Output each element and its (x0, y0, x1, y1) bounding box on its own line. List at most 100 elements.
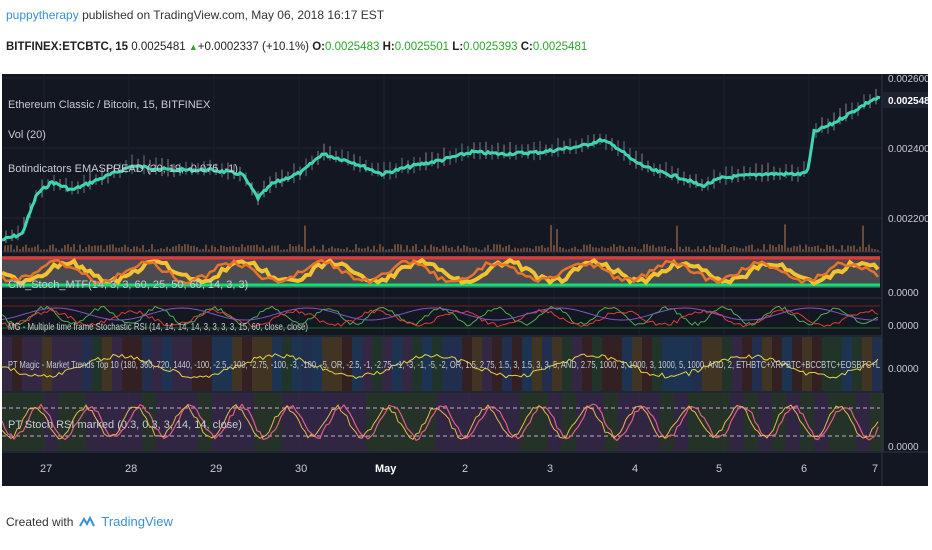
volume-bar (763, 244, 765, 252)
pt-stoch-band (828, 393, 842, 451)
volume-bar (730, 247, 732, 252)
volume-bar (22, 246, 24, 252)
volume-bar (391, 248, 393, 252)
volume-bar (28, 247, 30, 252)
volume-bar (64, 245, 66, 252)
volume-bar (490, 249, 492, 252)
pt-magic-band (552, 337, 562, 391)
volume-bar (427, 249, 429, 252)
volume-bar (67, 244, 69, 252)
pt-magic-band (192, 337, 202, 391)
pt-stoch-band (716, 393, 730, 451)
pt-stoch-band (240, 393, 254, 451)
open-label: O: (312, 41, 325, 53)
pt-stoch-band (688, 393, 702, 451)
pt-magic-band (382, 337, 392, 391)
volume-bar (292, 246, 294, 252)
price-line (2, 95, 881, 242)
published-text: published on TradingView.com, May 06, 20… (82, 8, 385, 22)
volume-bar (400, 244, 402, 252)
pt-magic-band (172, 337, 182, 391)
pt-magic-band (242, 337, 252, 391)
volume-bar (838, 249, 840, 252)
volume-bar (844, 249, 846, 252)
volume-bar (784, 224, 786, 252)
pt-magic-band (332, 337, 342, 391)
volume-bar (412, 246, 414, 252)
volume-bar (61, 248, 63, 252)
volume-bar (853, 245, 855, 252)
pt-stoch-band (464, 393, 478, 451)
volume-bar (511, 249, 513, 252)
volume-bar (265, 249, 267, 252)
volume-bar (238, 247, 240, 252)
pt-magic-band (812, 337, 822, 391)
pt-magic-band (772, 337, 782, 391)
pt-magic-band (792, 337, 802, 391)
pt-magic-line (2, 353, 879, 379)
volume-bar (829, 246, 831, 252)
up-arrow-icon: ▲ (188, 42, 198, 52)
volume-bar (283, 249, 285, 252)
pt-magic-band (432, 337, 442, 391)
volume-bar (463, 244, 465, 252)
volume-bar (673, 249, 675, 252)
volume-bar (187, 244, 189, 252)
volume-bar (694, 249, 696, 252)
pt-magic-band (342, 337, 352, 391)
volume-bar (751, 244, 753, 252)
pt-stoch-band (814, 393, 828, 451)
pt-magic-band (292, 337, 302, 391)
volume-bar (337, 248, 339, 252)
volume-bar (190, 245, 192, 252)
volume-bar (472, 247, 474, 252)
volume-bar (358, 247, 360, 252)
symbol[interactable]: BITFINEX:ETCBTC, 15 (6, 41, 129, 53)
volume-bar (124, 244, 126, 252)
pt-zero-tick: 0.0000 (888, 364, 919, 375)
volume-bar (388, 249, 390, 252)
pt-stoch-band (254, 393, 268, 451)
time-tick: 7 (872, 463, 878, 475)
volume-bar (316, 249, 318, 252)
ema-spread-label: Botindicators EMASPREAD (20, 19, -0.075,… (8, 163, 238, 175)
pt-magic-band (662, 337, 672, 391)
volume-bar (679, 246, 681, 252)
tradingview-logo-icon (79, 515, 96, 526)
volume-bar (532, 249, 534, 252)
mg-line-2 (2, 308, 879, 328)
pt-magic-band (62, 337, 72, 391)
pt-stoch-band (576, 393, 590, 451)
pt-magic-band (102, 337, 112, 391)
pt-stoch-band (268, 393, 282, 451)
volume-bar (205, 244, 207, 252)
volume-bar (808, 246, 810, 252)
author-link[interactable]: puppytherapy (6, 8, 79, 22)
pt-magic-band (712, 337, 722, 391)
pt-magic-band (352, 337, 362, 391)
tradingview-brand-link[interactable]: TradingView (101, 514, 173, 529)
stoch-mtf-pane (2, 256, 880, 288)
volume-bar (193, 245, 195, 252)
volume-bar (580, 249, 582, 252)
volume-bar (259, 247, 261, 252)
pt-magic-band (722, 337, 732, 391)
pt-magic-band (272, 337, 282, 391)
volume-bar (670, 248, 672, 252)
volume-bar (160, 248, 162, 252)
pt-stoch-band (282, 393, 296, 451)
pt-stoch-band (534, 393, 548, 451)
pt-stoch-k-line (2, 403, 879, 442)
pt-magic-band (732, 337, 742, 391)
volume-bar (121, 246, 123, 252)
ticker-info: BITFINEX:ETCBTC, 15 0.0025481 ▲+0.000233… (6, 41, 587, 53)
time-tick: 6 (801, 463, 807, 475)
pt-magic-band (252, 337, 262, 391)
pt-stoch-band (310, 393, 324, 451)
open-value: 0.0025483 (325, 41, 380, 53)
chart-canvas[interactable]: Ethereum Classic / Bitcoin, 15, BITFINEX… (2, 74, 928, 486)
pt-magic-band (212, 337, 222, 391)
volume-bar (16, 245, 18, 252)
volume-bar (106, 245, 108, 252)
pt-magic-band (752, 337, 762, 391)
